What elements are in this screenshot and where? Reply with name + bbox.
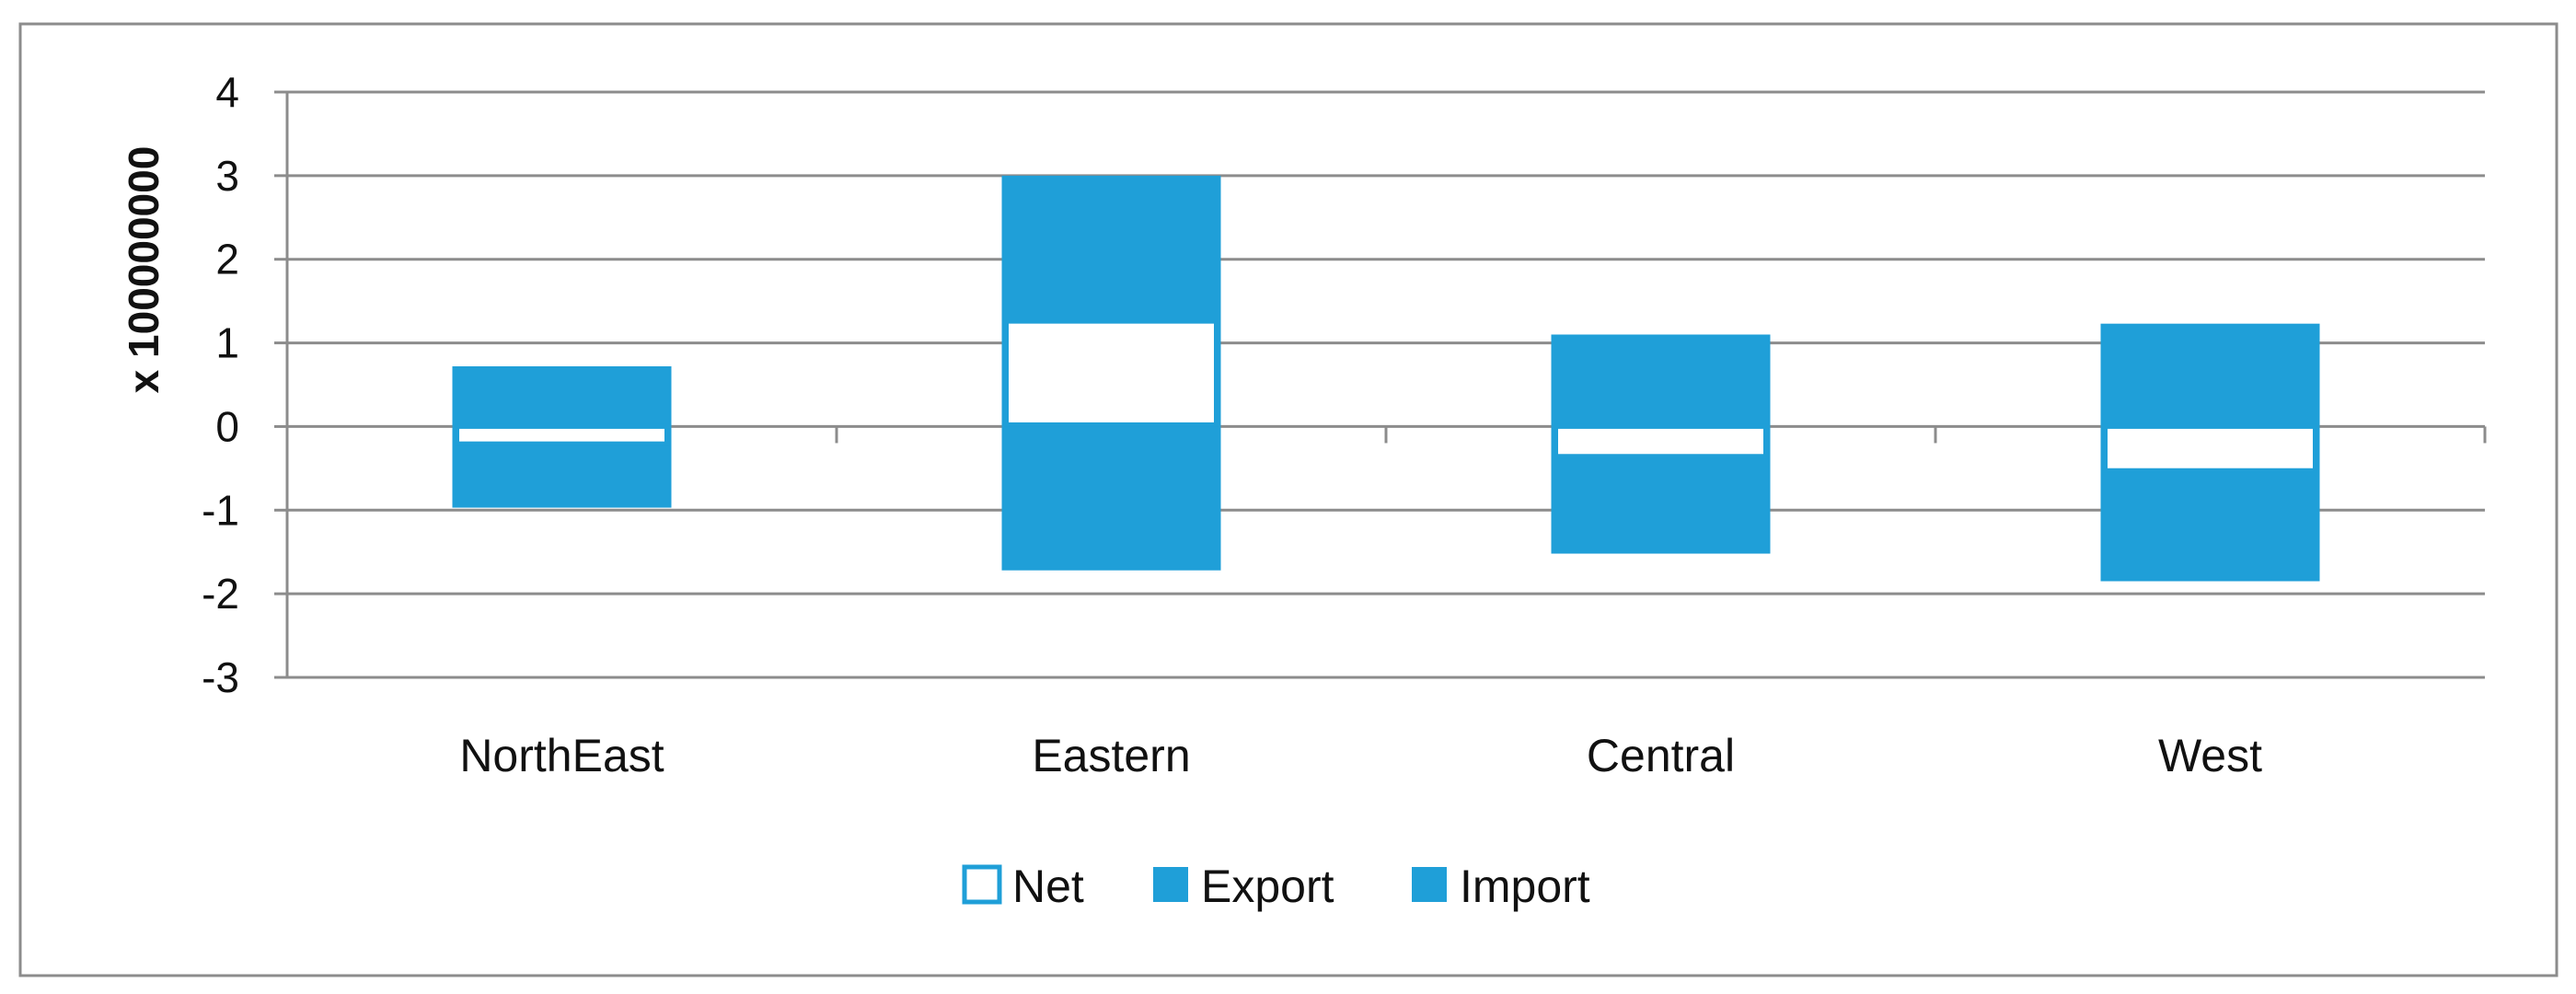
y-tick-label-1: 3 — [215, 152, 239, 200]
axes: 4 3 2 1 0 -1 -2 -3 NorthEast Eastern Central West — [202, 68, 2487, 781]
x-tick-label-eastern: Eastern — [1032, 730, 1190, 781]
legend-label-net: Net — [1012, 861, 1084, 912]
bar-net-west — [2103, 423, 2317, 473]
bar-export-northeast — [452, 366, 672, 427]
y-tick-label-2: 2 — [215, 236, 239, 283]
bars — [452, 175, 2320, 582]
x-tick-label-central: Central — [1587, 730, 1735, 781]
y-axis-title: x 100000000 — [120, 146, 167, 394]
y-tick-label-4: 0 — [215, 402, 239, 450]
x-tick-label-west: West — [2158, 730, 2262, 781]
bar-export-central — [1551, 334, 1771, 427]
y-tick-label-6: -2 — [202, 570, 239, 618]
legend-swatch-import — [1412, 867, 1447, 902]
legend: Net Export Import — [962, 861, 1590, 912]
y-tick-label-3: 1 — [215, 319, 239, 367]
legend-swatch-export — [1153, 867, 1188, 902]
y-tick-label-5: -1 — [202, 486, 239, 534]
legend-swatch-net — [962, 864, 1002, 905]
legend-label-import: Import — [1460, 861, 1590, 912]
bar-net-central — [1554, 423, 1768, 459]
x-tick-label-northeast: NorthEast — [459, 730, 664, 781]
bar-import-eastern — [1001, 426, 1221, 571]
y-tick-label-0: 4 — [215, 68, 239, 116]
y-tick-label-7: -3 — [202, 653, 239, 701]
bar-net-northeast — [455, 423, 669, 446]
bar-export-west — [2100, 323, 2320, 427]
bar-net-eastern — [1004, 318, 1219, 427]
legend-label-export: Export — [1201, 861, 1334, 912]
